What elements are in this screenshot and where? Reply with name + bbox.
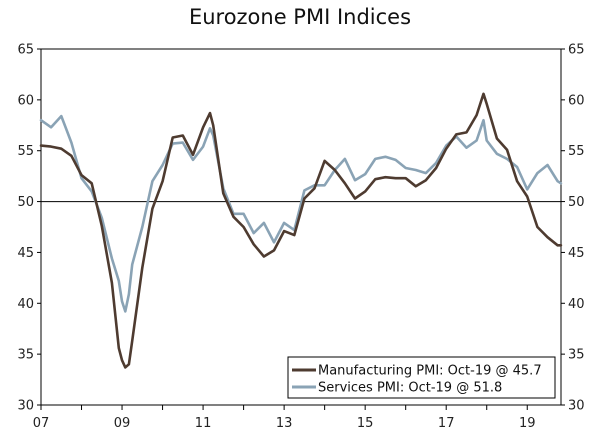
y-tick-label-right: 60 [568,93,585,108]
x-tick-label: 07 [33,416,50,431]
y-tick-label-right: 40 [568,297,585,312]
series-layer [39,92,563,369]
x-tick-label: 19 [519,416,536,431]
y-tick-label-right: 65 [568,43,585,58]
plot-area [40,48,562,406]
y-tick-label-right: 50 [568,195,585,210]
legend-label-manufacturing: Manufacturing PMI: Oct-19 @ 45.7 [318,364,542,379]
x-tick-label: 17 [438,416,455,431]
y-tick-label-right: 45 [568,246,585,261]
legend: Manufacturing PMI: Oct-19 @ 45.7 Services… [287,356,556,399]
y-tick-label-right: 35 [568,348,585,363]
series-line-services [39,114,563,313]
y-tick-label-left: 40 [17,297,34,312]
x-tick-label: 15 [357,416,374,431]
legend-label-services: Services PMI: Oct-19 @ 51.8 [318,381,502,396]
x-tick-label: 09 [114,416,131,431]
y-tick-label-right: 55 [568,144,585,159]
y-tick-label-left: 45 [17,246,34,261]
y-axis-right: 30 35 40 45 50 55 60 65 [561,43,585,414]
chart-title: Eurozone PMI Indices [189,5,411,29]
y-tick-label-left: 65 [17,43,34,58]
y-tick-label-left: 60 [17,93,34,108]
x-axis: 07 09 11 13 15 17 19 [33,405,536,431]
y-tick-label-right: 30 [568,399,585,414]
x-tick-label: 11 [195,416,212,431]
legend-box [287,356,556,399]
y-tick-label-left: 50 [17,195,34,210]
y-tick-label-left: 30 [17,399,34,414]
y-axis-left: 30 35 40 45 50 55 60 65 [17,43,41,414]
y-tick-label-left: 35 [17,348,34,363]
y-tick-label-left: 55 [17,144,34,159]
x-tick-label: 13 [276,416,293,431]
series-line-manufacturing [39,92,563,369]
